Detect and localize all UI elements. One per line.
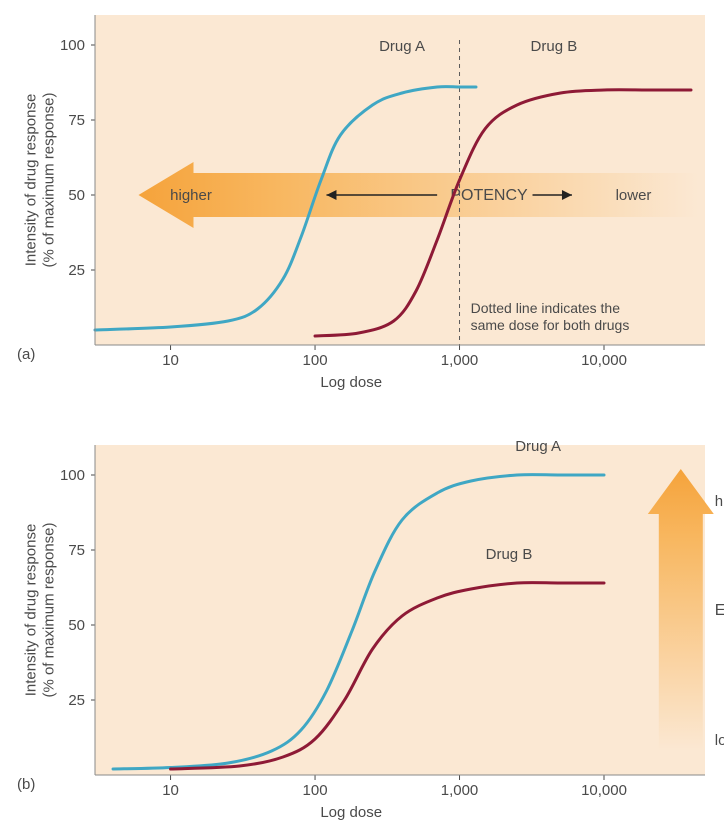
reference-note: Dotted line indicates thesame dose for b… [471, 300, 630, 333]
y-axis-title: Intensity of drug response(% of maximum … [23, 92, 58, 267]
series-label: Drug B [531, 38, 578, 55]
y-tick-label: 75 [68, 112, 85, 129]
x-tick-label: 100 [303, 352, 328, 369]
series-label: Drug A [379, 38, 425, 55]
efficacy-main-label: EFFICACY [715, 602, 724, 619]
panel-label: (b) [17, 776, 35, 793]
y-tick-label: 50 [68, 617, 85, 634]
efficacy-lower-label: lower [715, 732, 724, 749]
y-tick-label: 75 [68, 542, 85, 559]
plot-area [95, 445, 705, 775]
series-label: Drug A [515, 438, 561, 455]
y-axis-title: Intensity of drug response(% of maximum … [23, 522, 58, 697]
x-tick-label: 10 [162, 782, 179, 799]
potency-higher-label: higher [170, 187, 212, 204]
potency-main-label: POTENCY [450, 187, 528, 204]
x-tick-label: 10 [162, 352, 179, 369]
series-label: Drug B [486, 546, 533, 563]
x-tick-label: 1,000 [441, 782, 479, 799]
figure: higher POTENCY lower Dotted line indicates … [0, 0, 724, 827]
x-tick-label: 1,000 [441, 352, 479, 369]
panel-label: (a) [17, 346, 35, 363]
y-tick-label: 100 [60, 37, 85, 54]
efficacy-higher-label: higher [715, 493, 724, 510]
x-tick-label: 100 [303, 782, 328, 799]
y-tick-label: 25 [68, 262, 85, 279]
y-tick-label: 25 [68, 692, 85, 709]
y-tick-label: 50 [68, 187, 85, 204]
y-tick-label: 100 [60, 467, 85, 484]
x-axis-title: Log dose [320, 374, 382, 391]
potency-lower-label: lower [616, 187, 652, 204]
x-tick-label: 10,000 [581, 782, 627, 799]
x-axis-title: Log dose [320, 804, 382, 821]
x-tick-label: 10,000 [581, 352, 627, 369]
